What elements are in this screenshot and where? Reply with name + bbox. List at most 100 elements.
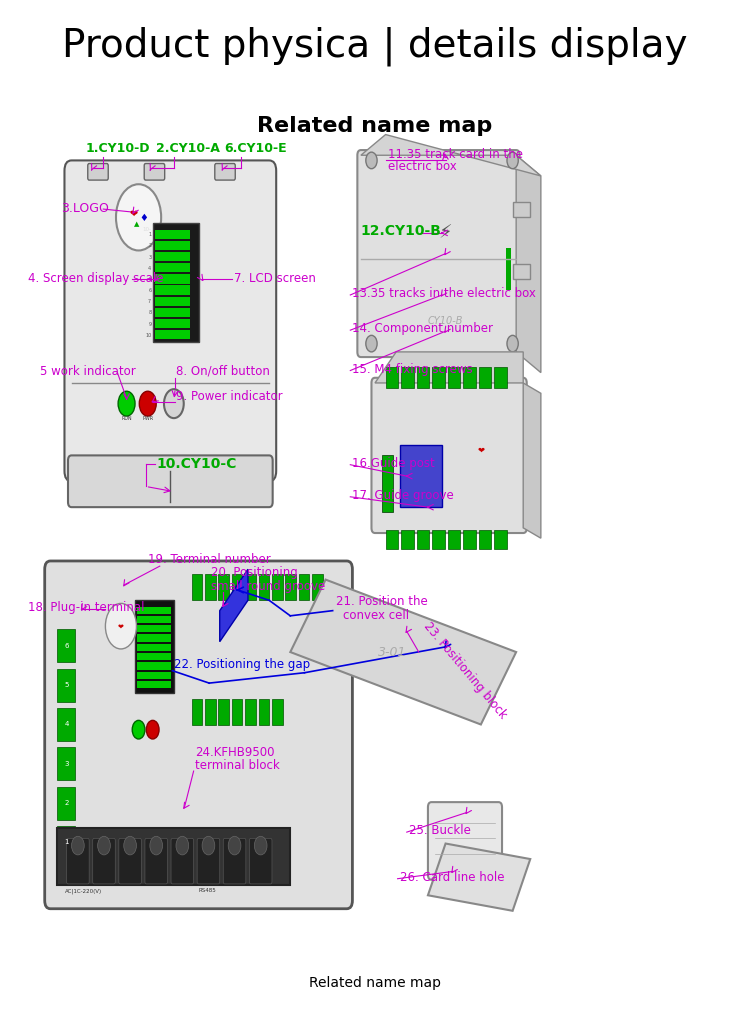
Bar — [154, 330, 190, 339]
Bar — [382, 455, 393, 512]
Text: 24.KFHB9500: 24.KFHB9500 — [195, 745, 274, 759]
Bar — [432, 530, 445, 549]
Bar — [154, 252, 190, 261]
Circle shape — [150, 836, 163, 855]
Circle shape — [132, 720, 145, 739]
FancyBboxPatch shape — [145, 838, 167, 884]
Bar — [137, 672, 171, 679]
Text: 9. Power indicator: 9. Power indicator — [176, 389, 283, 403]
Circle shape — [124, 836, 136, 855]
Text: RS485: RS485 — [199, 888, 216, 893]
Circle shape — [507, 335, 518, 352]
Bar — [137, 634, 171, 642]
Bar — [285, 574, 296, 600]
FancyBboxPatch shape — [118, 838, 142, 884]
FancyBboxPatch shape — [171, 838, 194, 884]
Circle shape — [164, 389, 184, 418]
Bar — [494, 367, 507, 388]
Text: 3: 3 — [64, 761, 69, 767]
Text: 21. Position the: 21. Position the — [336, 595, 428, 609]
Text: 7: 7 — [148, 299, 152, 304]
Circle shape — [202, 836, 214, 855]
Text: electric box: electric box — [388, 159, 457, 173]
Bar — [464, 367, 476, 388]
Polygon shape — [516, 155, 541, 373]
Text: 14. Component number: 14. Component number — [352, 322, 494, 335]
Text: 19. Terminal number: 19. Terminal number — [148, 553, 271, 566]
Text: 20. Positioning: 20. Positioning — [211, 566, 298, 580]
Text: 5 work indicator: 5 work indicator — [40, 364, 136, 378]
Text: 3.LOGO: 3.LOGO — [61, 202, 109, 215]
Bar — [512, 264, 530, 279]
Circle shape — [228, 836, 241, 855]
Bar — [137, 607, 171, 614]
Circle shape — [176, 836, 189, 855]
FancyBboxPatch shape — [357, 150, 520, 357]
Circle shape — [118, 391, 135, 416]
Polygon shape — [375, 352, 524, 383]
Text: 4. Screen display scale: 4. Screen display scale — [28, 271, 164, 285]
Text: 5: 5 — [64, 682, 69, 688]
Text: 3-01: 3-01 — [379, 646, 407, 658]
Bar — [245, 699, 256, 724]
Bar — [154, 241, 190, 250]
Bar — [154, 307, 190, 317]
Bar — [478, 530, 491, 549]
Bar — [137, 616, 171, 623]
Polygon shape — [428, 844, 530, 911]
Bar — [386, 530, 398, 549]
Circle shape — [71, 836, 84, 855]
Bar — [154, 319, 190, 328]
FancyBboxPatch shape — [371, 378, 526, 533]
Text: small round groove: small round groove — [211, 580, 326, 593]
Text: Product physica | details display: Product physica | details display — [62, 27, 688, 66]
Text: 25. Buckle: 25. Buckle — [409, 824, 471, 837]
Text: terminal block: terminal block — [195, 759, 280, 772]
Bar — [137, 653, 171, 660]
Bar — [401, 530, 414, 549]
Bar — [232, 574, 242, 600]
Text: ▲: ▲ — [134, 221, 140, 228]
Polygon shape — [524, 383, 541, 538]
Text: Related name map: Related name map — [309, 976, 441, 990]
Bar — [494, 530, 507, 549]
Text: 6: 6 — [64, 643, 69, 649]
Text: 9: 9 — [148, 322, 152, 327]
Circle shape — [140, 391, 156, 416]
Text: 2.CY10-A: 2.CY10-A — [156, 142, 220, 155]
FancyBboxPatch shape — [214, 164, 236, 180]
Bar — [153, 223, 199, 342]
Text: 4: 4 — [64, 721, 69, 728]
Text: 2: 2 — [148, 243, 152, 248]
Bar — [58, 826, 75, 859]
Text: 17. Guide groove: 17. Guide groove — [352, 489, 454, 502]
Bar — [58, 708, 75, 741]
Bar — [58, 787, 75, 820]
Bar — [191, 699, 202, 724]
Bar — [272, 699, 283, 724]
Circle shape — [254, 836, 267, 855]
Bar — [401, 367, 414, 388]
Bar — [218, 574, 229, 600]
Text: CY10-B: CY10-B — [427, 316, 464, 326]
Bar — [464, 530, 476, 549]
FancyBboxPatch shape — [67, 838, 89, 884]
FancyBboxPatch shape — [93, 838, 116, 884]
Polygon shape — [290, 580, 516, 724]
Text: 15. M4 fixing screws: 15. M4 fixing screws — [352, 362, 473, 376]
Bar — [58, 828, 290, 885]
Bar — [245, 574, 256, 600]
Circle shape — [507, 152, 518, 169]
Bar — [205, 699, 215, 724]
Text: 8. On/off button: 8. On/off button — [176, 364, 270, 378]
Text: ❤: ❤ — [118, 623, 124, 629]
Polygon shape — [361, 135, 541, 176]
Text: 22. Positioning the gap: 22. Positioning the gap — [174, 657, 310, 671]
Bar — [218, 699, 229, 724]
Text: Related name map: Related name map — [257, 116, 493, 137]
Bar — [58, 669, 75, 702]
Bar — [512, 202, 530, 217]
Text: PWR: PWR — [142, 416, 153, 421]
Text: 13.35 tracks in the electric box: 13.35 tracks in the electric box — [352, 287, 536, 300]
Bar — [137, 644, 171, 651]
